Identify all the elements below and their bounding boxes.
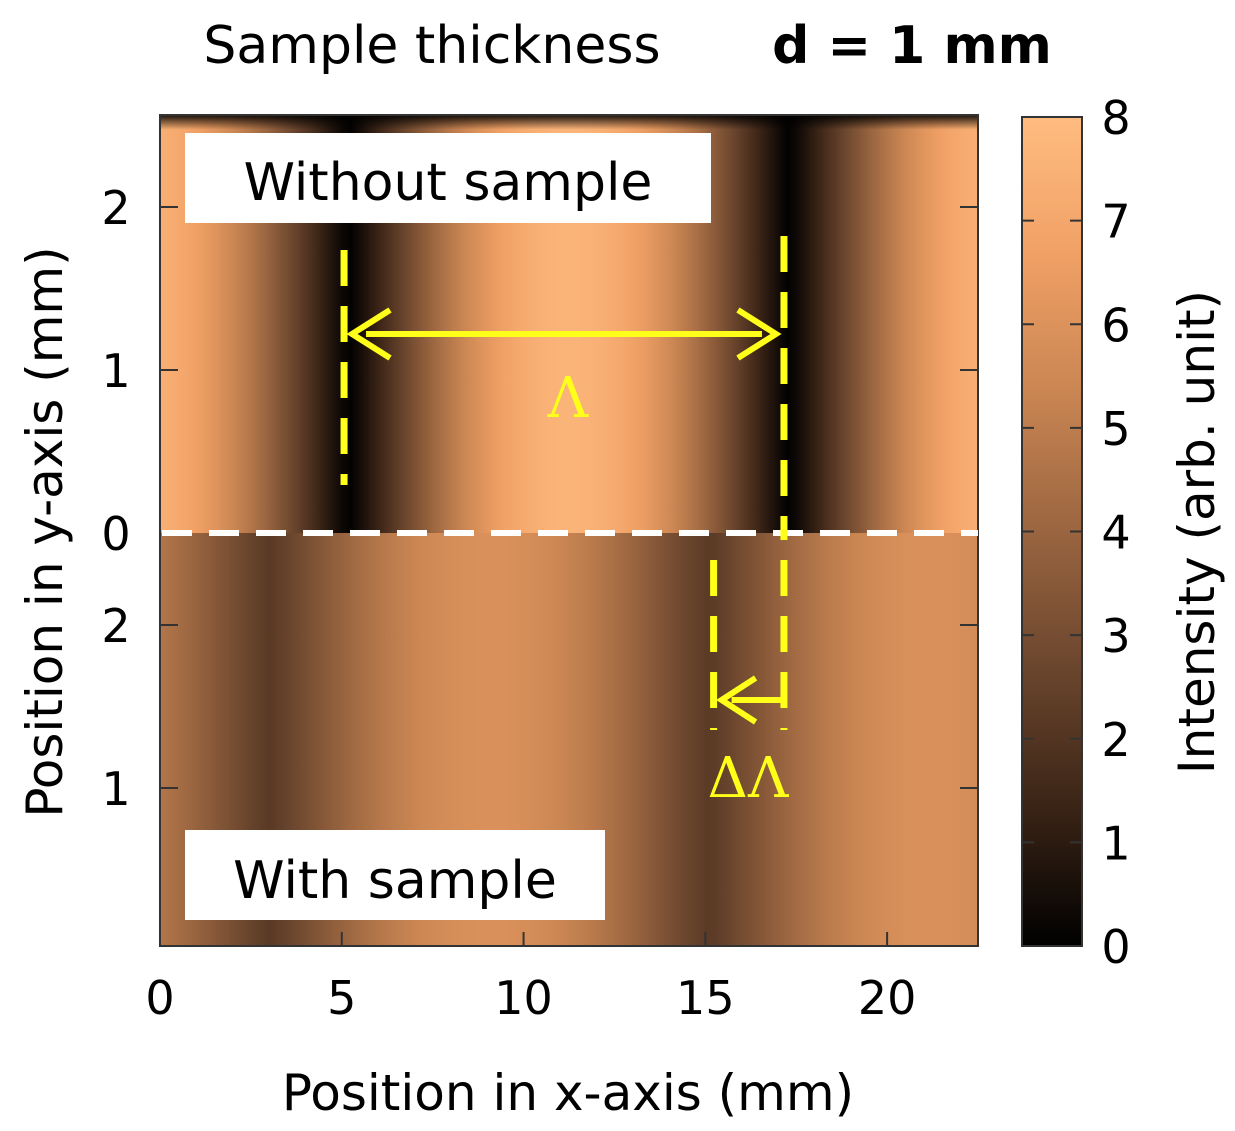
y-axis-label: Position in y-axis (mm) xyxy=(16,246,74,817)
colorbar-tick-label: 6 xyxy=(1101,298,1130,352)
label-box-with-sample xyxy=(185,830,605,920)
chart-title-thickness: d = 1 mm xyxy=(772,16,1052,76)
delta-lambda-label: ΔΛ xyxy=(708,746,789,811)
x-tick-label: 10 xyxy=(494,971,553,1025)
colorbar-tick-label: 7 xyxy=(1101,195,1130,249)
y-tick-label-top: 2 xyxy=(101,181,130,235)
label-box-without-sample xyxy=(185,133,711,223)
panel-label-without-sample: Without sample xyxy=(244,153,653,213)
lambda-label: Λ xyxy=(547,366,589,431)
colorbar-tick-label: 3 xyxy=(1101,609,1130,663)
x-tick-label: 0 xyxy=(145,971,174,1025)
colorbar-tick-label: 1 xyxy=(1101,816,1130,870)
y-tick-label-bottom: 1 xyxy=(101,762,130,816)
x-tick-label: 15 xyxy=(676,971,735,1025)
x-tick-label: 20 xyxy=(858,971,917,1025)
x-axis-label: Position in x-axis (mm) xyxy=(282,1064,854,1122)
colorbar-tick-label: 0 xyxy=(1101,920,1130,974)
colorbar-label: Intensity (arb. unit) xyxy=(1168,290,1226,774)
y-tick-label-top: 0 xyxy=(101,507,130,561)
chart-title: Sample thickness xyxy=(203,16,660,76)
colorbar-tick-label: 2 xyxy=(1101,713,1130,767)
y-tick-label-top: 1 xyxy=(101,344,130,398)
axis-ticks xyxy=(159,206,978,946)
colorbar-tick-label: 5 xyxy=(1101,402,1130,456)
lambda-arrowhead-right xyxy=(736,307,782,361)
colorbar-tick-label: 4 xyxy=(1101,506,1130,560)
y-tick-label-bottom: 2 xyxy=(101,599,130,653)
colorbar-ticks: 0 1 2 3 4 5 6 7 8 xyxy=(1022,91,1131,974)
annotations xyxy=(340,236,788,730)
x-tick-label: 5 xyxy=(327,971,356,1025)
lambda-arrowhead-left xyxy=(346,307,392,361)
delta-arrowhead xyxy=(716,675,758,725)
panel-label-with-sample: With sample xyxy=(233,851,557,911)
axis-tick-labels: 0 5 10 15 20 0 1 2 1 2 xyxy=(101,181,916,1025)
colorbar-tick-label: 8 xyxy=(1101,91,1130,145)
